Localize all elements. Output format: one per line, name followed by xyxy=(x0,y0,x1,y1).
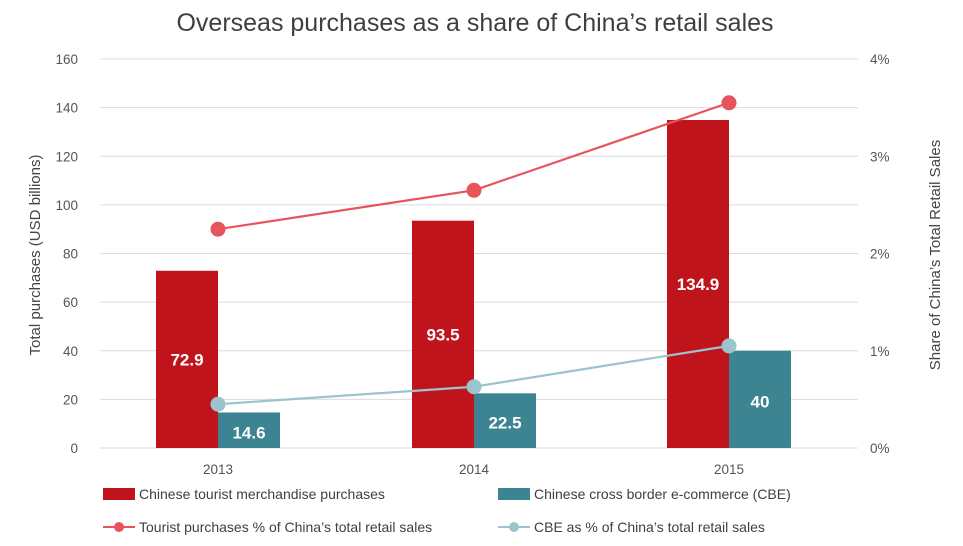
y-tick-label: 60 xyxy=(63,295,78,310)
legend-marker xyxy=(114,522,124,532)
bar xyxy=(729,350,791,448)
chart-title: Overseas purchases as a share of China’s… xyxy=(176,9,773,37)
line-series xyxy=(210,95,737,412)
left-axis-ticks: 0 20 40 60 80 100 120 140 160 xyxy=(55,52,78,456)
y-tick-label: 80 xyxy=(63,247,78,262)
x-tick-label: 2013 xyxy=(203,462,233,477)
y2-tick-label: 4% xyxy=(870,52,890,67)
legend-label: Chinese cross border e-commerce (CBE) xyxy=(534,486,791,502)
legend-label: Chinese tourist merchandise purchases xyxy=(139,486,385,502)
x-tick-label: 2015 xyxy=(714,462,744,477)
y-tick-label: 20 xyxy=(63,392,78,407)
bar-data-label: 14.6 xyxy=(232,423,265,442)
y2-tick-label: 0% xyxy=(870,441,890,456)
y2-axis-label: Share of China’s Total Retail Sales xyxy=(927,140,944,370)
bar xyxy=(667,120,729,448)
bar-data-labels: 72.9 93.5 134.9 14.6 22.5 40 xyxy=(170,275,769,442)
legend-label: Tourist purchases % of China’s total ret… xyxy=(139,519,432,535)
line-point xyxy=(210,396,226,412)
x-tick-label: 2014 xyxy=(459,462,490,477)
bar-series xyxy=(156,120,791,448)
legend: Chinese tourist merchandise purchases Chi… xyxy=(103,486,791,535)
legend-swatch xyxy=(103,488,135,500)
series-line xyxy=(217,101,730,231)
bar xyxy=(474,393,536,448)
bar-data-label: 22.5 xyxy=(488,414,521,433)
y2-tick-label: 2% xyxy=(870,247,890,262)
bar xyxy=(412,220,474,448)
y2-tick-label: 3% xyxy=(870,149,890,164)
legend-label: CBE as % of China’s total retail sales xyxy=(534,519,765,535)
y-tick-label: 120 xyxy=(55,149,78,164)
bar-data-label: 134.9 xyxy=(677,275,720,294)
line-point xyxy=(721,338,737,354)
legend-marker xyxy=(509,522,519,532)
x-axis-ticks: 2013 2014 2015 xyxy=(203,462,744,477)
bar-data-label: 93.5 xyxy=(426,325,459,344)
bar-data-label: 40 xyxy=(751,392,770,411)
gridlines xyxy=(100,58,858,449)
legend-swatch xyxy=(498,488,530,500)
line-point xyxy=(721,95,737,111)
y-tick-label: 160 xyxy=(55,52,78,67)
y-tick-label: 0 xyxy=(70,441,78,456)
line-point xyxy=(210,221,226,237)
right-axis-ticks: 0% 1% 2% 3% 4% xyxy=(870,52,890,456)
bar xyxy=(156,270,218,448)
line-point xyxy=(466,379,482,395)
y-tick-label: 40 xyxy=(63,344,78,359)
bar xyxy=(218,412,280,448)
y-tick-label: 100 xyxy=(55,198,78,213)
y2-tick-label: 1% xyxy=(870,344,890,359)
bar-data-label: 72.9 xyxy=(170,350,203,369)
y-tick-label: 140 xyxy=(55,101,78,116)
y-axis-label: Total purchases (USD billions) xyxy=(27,155,44,356)
line-point xyxy=(466,182,482,198)
